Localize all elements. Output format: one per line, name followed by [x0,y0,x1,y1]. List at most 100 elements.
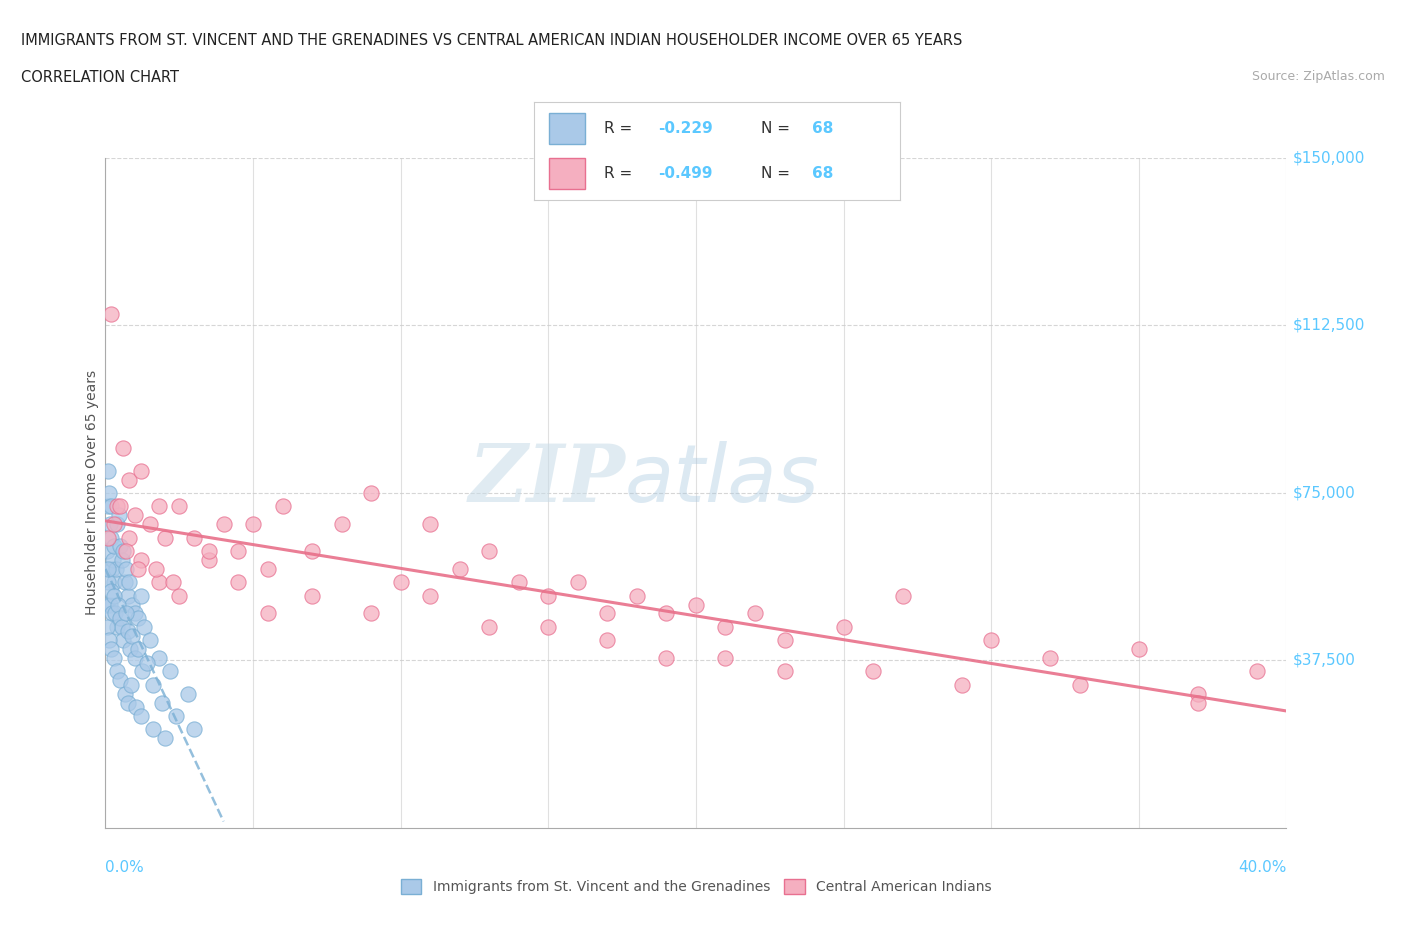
Point [104,562,127,577]
Text: N =: N = [761,166,794,181]
Point [131,664,153,679]
Point [96,619,118,634]
Point [98,517,121,532]
Point [1128,642,1150,657]
Point [129,552,152,567]
Point [105,619,128,634]
Point [950,677,973,692]
Text: atlas: atlas [626,441,820,519]
Point [117,588,139,603]
Point [121,629,143,644]
Point [101,552,124,567]
Point [478,543,501,558]
Point [567,575,589,590]
Point [980,632,1002,647]
Point [212,517,235,532]
Point [301,543,323,558]
Point [138,632,162,647]
Text: IMMIGRANTS FROM ST. VINCENT AND THE GRENADINES VS CENTRAL AMERICAN INDIAN HOUSEH: IMMIGRANTS FROM ST. VINCENT AND THE GREN… [21,33,963,47]
Point [132,619,155,634]
Point [271,498,294,513]
Point [419,588,441,603]
Point [129,709,152,724]
Text: N =: N = [761,121,794,136]
Point [228,543,250,558]
Point [129,588,152,603]
Point [1187,686,1209,701]
Point [98,597,121,612]
Point [148,651,170,666]
Point [96,543,118,558]
Text: -0.229: -0.229 [658,121,713,136]
Point [537,588,560,603]
Point [183,530,205,545]
Point [537,619,560,634]
Point [120,677,142,692]
Text: Source: ZipAtlas.com: Source: ZipAtlas.com [1251,70,1385,83]
Point [419,517,441,532]
Point [103,539,125,554]
Point [110,498,132,513]
Text: 68: 68 [813,121,834,136]
Point [100,584,122,599]
Point [112,441,135,456]
Point [596,632,619,647]
Point [100,307,122,322]
Point [142,677,165,692]
Point [148,575,170,590]
Point [117,624,139,639]
Point [97,562,120,577]
Point [100,530,122,545]
Text: 0.0%: 0.0% [105,860,145,875]
Point [360,485,382,500]
Point [97,575,120,590]
Point [159,664,181,679]
Point [115,543,138,558]
Point [98,632,121,647]
Text: -0.499: -0.499 [658,166,713,181]
Point [183,722,205,737]
Point [153,731,176,746]
Point [685,597,707,612]
Point [162,575,184,590]
Point [135,655,157,670]
Text: ZIP: ZIP [468,441,626,518]
Point [142,722,165,737]
Point [773,664,796,679]
Point [744,606,766,621]
Point [1246,664,1268,679]
Point [98,485,121,500]
Point [118,642,141,657]
Point [115,562,138,577]
Point [127,642,149,657]
Point [714,651,737,666]
Point [107,508,129,523]
Point [153,530,176,545]
Point [118,575,141,590]
Point [104,606,127,621]
Point [256,562,278,577]
Point [124,508,146,523]
Point [100,498,122,513]
Point [112,543,135,558]
Point [655,606,678,621]
Point [124,651,146,666]
Point [197,543,219,558]
Point [256,606,278,621]
Point [105,498,128,513]
Text: R =: R = [603,166,637,181]
Point [105,517,128,532]
Point [862,664,884,679]
Point [148,498,170,513]
Point [330,517,353,532]
Text: $112,500: $112,500 [1292,318,1365,333]
Point [832,619,855,634]
Point [891,588,914,603]
Point [114,575,136,590]
Point [114,606,136,621]
Text: $37,500: $37,500 [1292,653,1355,668]
Point [118,530,141,545]
Point [177,686,200,701]
Point [103,517,125,532]
Point [508,575,530,590]
